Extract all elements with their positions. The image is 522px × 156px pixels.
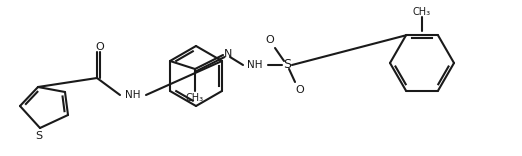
Text: CH₃: CH₃: [413, 7, 431, 17]
Text: O: O: [266, 35, 275, 45]
Text: CH₃: CH₃: [186, 93, 204, 103]
Text: S: S: [35, 131, 43, 141]
Text: NH: NH: [247, 60, 263, 70]
Text: O: O: [96, 42, 104, 52]
Text: NH: NH: [125, 90, 141, 100]
Text: S: S: [283, 58, 291, 71]
Text: O: O: [295, 85, 304, 95]
Text: N: N: [224, 49, 232, 59]
